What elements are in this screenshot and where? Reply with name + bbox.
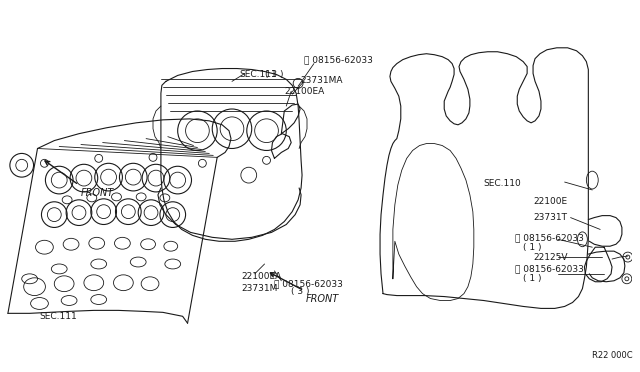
Text: 22100E: 22100E <box>533 197 567 206</box>
Text: 22100EA: 22100EA <box>242 272 282 281</box>
Text: ( 3 ): ( 3 ) <box>291 287 310 296</box>
Text: 23731T: 23731T <box>533 213 567 222</box>
Text: FRONT: FRONT <box>306 294 339 304</box>
Text: Ⓑ 08156-62033: Ⓑ 08156-62033 <box>515 233 584 242</box>
Text: Ⓑ 08156-62033: Ⓑ 08156-62033 <box>304 55 373 64</box>
Text: ( 1 ): ( 1 ) <box>523 274 541 283</box>
Text: 22125V: 22125V <box>533 253 568 262</box>
Text: ( 1 ): ( 1 ) <box>523 243 541 252</box>
Text: R22 000C: R22 000C <box>592 351 633 360</box>
Text: 22100EA: 22100EA <box>284 87 324 96</box>
Text: Ⓑ 08156-62033: Ⓑ 08156-62033 <box>515 264 584 273</box>
Text: FRONT: FRONT <box>81 188 114 198</box>
Text: SEC.111: SEC.111 <box>40 312 77 321</box>
Text: 23731MA: 23731MA <box>300 76 342 85</box>
Text: Ⓑ 08156-62033: Ⓑ 08156-62033 <box>275 279 343 288</box>
Text: SEC.110: SEC.110 <box>484 179 522 187</box>
Text: 23731M: 23731M <box>242 284 278 293</box>
Text: SEC.111: SEC.111 <box>239 70 276 79</box>
Text: ( 3 ): ( 3 ) <box>264 70 283 79</box>
